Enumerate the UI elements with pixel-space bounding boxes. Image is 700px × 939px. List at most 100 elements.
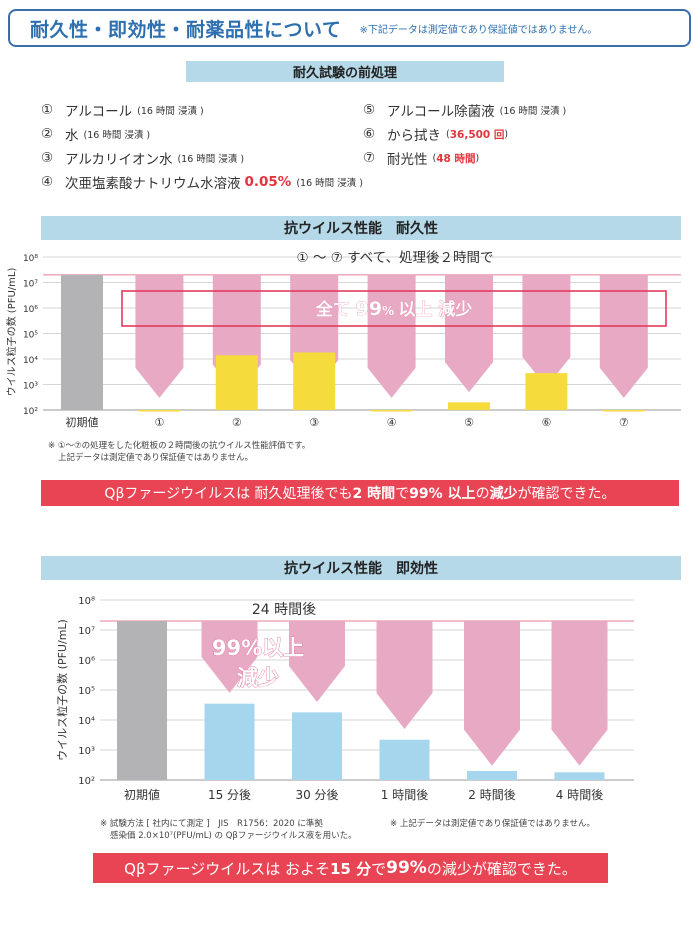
y-tick-label: 10³ [78,746,95,757]
immediacy-footnote-right: ※ 上記データは測定値であり保証値ではありません。 [390,818,595,830]
item-text: 水 [65,128,79,144]
item-sub-close: ) [504,128,509,140]
initial-value-bar [117,620,167,780]
item-number: ② [41,126,54,142]
banner-text: が確認できた。 [517,486,616,502]
item-sub: (16 時間 浸漬 ) [83,130,151,141]
reduction-highlight-box [121,290,667,327]
footnote-line: ※ ①～⑦の処理をした化粧板の２時間後の抗ウイルス性能評価です。 [48,441,311,451]
pretreatment-item: ② 水 (16 時間 浸漬 ) [41,122,363,146]
result-bar [215,355,258,410]
y-tick-label: 10⁸ [78,596,95,607]
result-bar [467,770,517,780]
pretreatment-item: ① アルコール (16 時間 浸漬 ) [41,98,363,122]
immediacy-footnote-left: ※ 試験方法 [ 社内にて測定 ] JIS R1756：2020 に準拠 感染価… [100,818,357,842]
chart-annotation: 24 時間後 [252,602,316,618]
y-tick-label: 10⁶ [78,656,95,667]
x-tick-label: 15 分後 [208,788,251,802]
reduction-arrow [367,274,416,398]
immediacy-conclusion-banner: Qβファージウイルスは およそ 15 分で 99% の減少が確認できた。 [93,853,608,883]
y-tick-label: 10⁵ [23,331,38,341]
reduction-arrow [551,620,608,766]
x-tick-label: 2 時間後 [468,788,515,802]
immediacy-heading-text: 抗ウイルス性能 即効性 [284,561,438,577]
result-bar [204,703,255,780]
y-tick-label: 10² [78,776,95,787]
durability-conclusion-banner: Qβファージウイルスは 耐久処理後でも 2 時間で 99% 以上の減少 が確認でき… [41,480,679,506]
pretreatment-item: ③ アルカリイオン水 (16 時間 浸漬 ) [41,146,363,170]
reduction-arrow [135,274,184,398]
reduction-callout: 全て 99% 以上 減少 [315,298,473,320]
banner-bold: 2 時間 [352,486,396,502]
banner-text: で [371,859,387,878]
reduction-arrow [289,620,345,702]
y-axis-label: ウイルス粒子の数 (PFU/mL) [55,619,69,761]
durability-heading-text: 抗ウイルス性能 耐久性 [284,221,438,237]
banner-bold: 99% [386,858,427,878]
item-sub-open: ( [432,152,437,164]
item-sub: (16 時間 浸漬 ) [499,106,567,117]
y-axis-label: ウイルス粒子の数 (PFU/mL) [5,268,18,397]
result-bar [292,712,342,780]
y-tick-label: 10⁶ [23,305,38,315]
header-box: 耐久性・即効性・耐薬品性について ※下記データは測定値であり保証値ではありません… [8,9,691,47]
y-tick-label: 10² [23,407,38,417]
item-sub: (16 時間 浸漬 ) [296,178,363,189]
pretreatment-item: ⑤ アルコール除菌液 (16 時間 浸漬 ) [363,98,566,122]
reduction-arrow [599,274,648,398]
item-text: から拭き [387,128,441,144]
y-tick-label: 10⁷ [78,626,95,637]
banner-bold: 99% 以上 [409,486,476,502]
item-text: 次亜塩素酸ナトリウム水溶液 [65,176,241,192]
item-number: ⑥ [363,126,376,142]
x-tick-label: 初期値 [66,415,99,429]
durability-heading: 抗ウイルス性能 耐久性 [41,216,681,240]
result-bar [379,739,430,780]
result-bar [525,373,568,410]
reduction-arrow [464,620,520,766]
item-sub: (16 時間 浸漬 ) [177,154,245,165]
banner-text: の減少が確認できた。 [426,859,577,878]
reduction-arrow [376,620,433,730]
y-tick-label: 10³ [23,382,38,392]
item-text: 耐光性 [387,152,428,168]
banner-text: Qβファージウイルスは 耐久処理後でも [104,486,353,502]
item-number: ③ [41,150,54,166]
pretreatment-item: ④ 次亜塩素酸ナトリウム水溶液 0.05% (16 時間 浸漬 ) [41,170,363,194]
banner-text: Qβファージウイルスは およそ [124,859,330,878]
item-number: ④ [41,174,54,190]
x-tick-label: ④ [387,416,397,429]
pretreatment-heading: 耐久試験の前処理 [186,61,504,82]
footnote-line: 感染価 2.0×10⁷(PFU/mL) の Qβファージウイルス液を用いた。 [110,831,357,841]
reduction-arrow [201,620,258,693]
immediacy-heading: 抗ウイルス性能 即効性 [41,556,681,580]
item-highlight: 0.05% [244,174,292,190]
reduction-callout-2: 減少 [237,666,279,690]
y-tick-label: 10⁴ [78,716,95,727]
initial-value-bar [61,274,103,410]
x-tick-label: 4 時間後 [556,788,603,802]
callout-part: 全て [315,299,356,320]
pretreatment-list-right: ⑤ アルコール除菌液 (16 時間 浸漬 ) ⑥ から拭き (36,500 回)… [363,98,566,170]
footnote-line: 上記データは測定値であり保証値ではありません。 [58,453,254,463]
x-tick-label: ① [154,416,164,429]
durability-chart: 初期値 ① ② ③ ④ ⑤ ⑥ ⑦ 10² 10³ 10⁴ 10⁵ 10⁶ 10⁷ 10⁸ ウイルス粒子の… [5,250,681,429]
immediacy-chart: 初期値 15 分後 30 分後 1 時間後 2 時間後 4 時間後 10² 10³ 10⁴ 10… [55,596,634,802]
result-bar [554,772,605,780]
item-text: アルコール除菌液 [387,104,495,120]
callout-part: % [382,304,398,318]
x-tick-label: ⑤ [464,416,474,429]
pretreatment-list-left: ① アルコール (16 時間 浸漬 ) ② 水 (16 時間 浸漬 ) ③ アル… [41,98,363,194]
item-highlight: 36,500 回 [449,128,505,141]
item-text: アルカリイオン水 [65,152,173,168]
y-tick-label: 10⁵ [78,686,95,697]
callout-part: 以上 減少 [398,299,472,320]
item-sub-open: ( [446,128,450,140]
x-tick-label: ② [232,416,242,429]
pretreatment-item: ⑥ から拭き (36,500 回) [363,122,566,146]
y-tick-label: 10⁴ [23,356,38,366]
banner-text: で [395,486,410,502]
banner-bold: 減少 [489,486,518,502]
pretreatment-heading-text: 耐久試験の前処理 [292,66,397,81]
result-bar [370,410,413,412]
